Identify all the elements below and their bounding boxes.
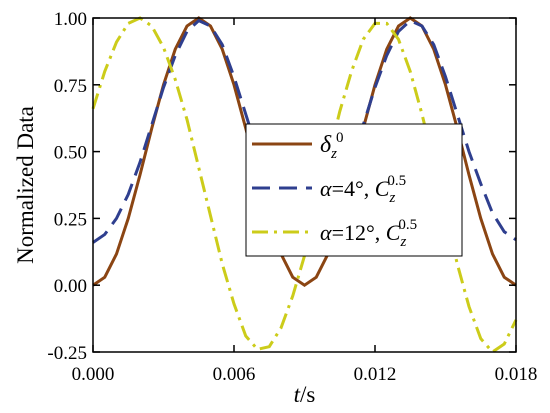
legend-label-part: =12°, xyxy=(332,220,386,245)
tick-group xyxy=(92,17,517,353)
legend-label-part: 0 xyxy=(336,130,344,146)
x-tick-label: 0.006 xyxy=(213,364,256,385)
y-tick-label: -0.25 xyxy=(47,343,87,364)
y-tick-label: 0.50 xyxy=(54,143,87,164)
y-tick-label: 0.75 xyxy=(54,76,87,97)
legend-label-part: δ xyxy=(320,132,332,158)
legend-label-part: z xyxy=(330,146,337,162)
tick-label-group: 0.000 0.006 0.012 0.018-0.250.000.250.500.7… xyxy=(47,9,537,385)
legend-label-alpha12: α=12°, Cz0.5 xyxy=(320,217,417,250)
legend-label-part: 0.5 xyxy=(387,173,406,189)
legend-label-alpha4: α=4°, Cz0.5 xyxy=(320,173,406,206)
y-tick-label: 0.25 xyxy=(54,209,87,230)
legend-label-part: C xyxy=(386,220,401,245)
legend-label-part: 0.5 xyxy=(398,217,417,233)
plot-frame xyxy=(92,17,517,353)
legend-label-delta: δz0 xyxy=(320,130,344,162)
legend-label-part: α xyxy=(320,220,332,245)
y-axis-title: Normalized Data xyxy=(13,106,38,264)
y-tick-label: 0.00 xyxy=(54,276,87,297)
x-tick-label: 0.000 xyxy=(72,364,115,385)
legend-box xyxy=(245,123,463,257)
legend-label-part: α xyxy=(320,176,332,201)
legend-label-part: =4°, xyxy=(332,176,375,201)
legend-label-part: z xyxy=(388,190,395,206)
x-axis-title-unit: /s xyxy=(300,382,315,407)
x-axis-title: t/s xyxy=(294,382,316,407)
x-axis-title-var: t xyxy=(294,382,301,407)
x-tick-label: 0.018 xyxy=(495,364,538,385)
legend-label-part: C xyxy=(375,176,390,201)
y-tick-label: 1.00 xyxy=(54,9,87,30)
x-tick-label: 0.012 xyxy=(354,364,397,385)
legend-label-part: z xyxy=(399,234,406,250)
